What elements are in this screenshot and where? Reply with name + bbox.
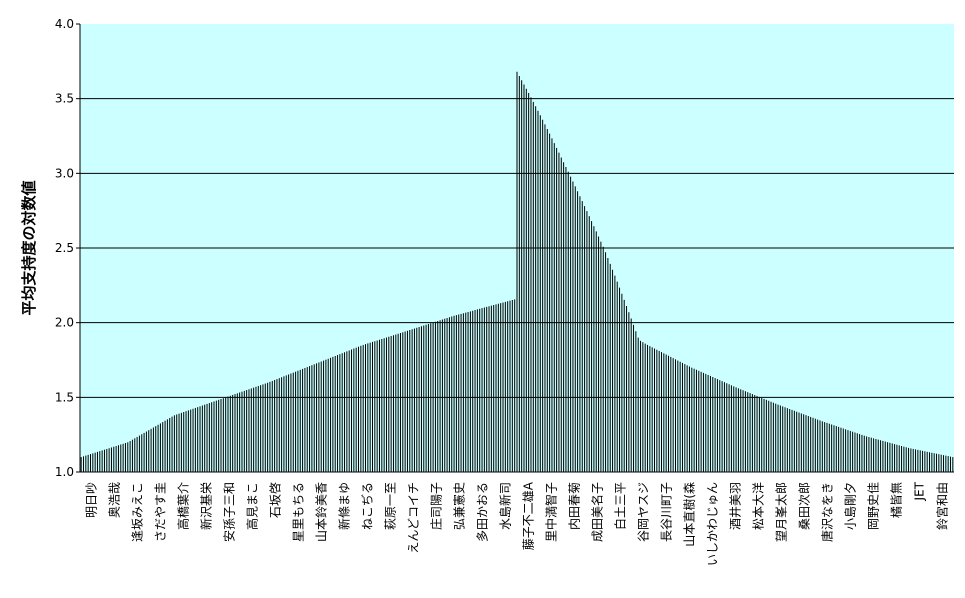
x-tick-label: 萩原一至 [384,482,398,530]
x-tick-label: 白土三平 [613,482,628,530]
x-tick-label: 望月峯太郎 [774,482,789,542]
x-tick-label: いしかわじゅん [706,482,720,566]
x-tick-label: 高見まこ [245,482,260,530]
x-tick-label: 唐沢なをき [820,482,835,542]
x-tick-label: 奥浩哉 [107,482,122,518]
x-tick-label: 谷岡ヤスジ [637,482,651,542]
x-tick-label: JET [913,481,927,501]
y-tick-label: 4.0 [55,17,74,31]
x-tick-label: 安孫子三和 [222,482,237,542]
y-axis-label: 平均支持度の対数値 [20,180,38,315]
x-tick-label: 星里もちる [292,482,306,542]
x-tick-label: 新沢基栄 [199,482,214,530]
y-tick-label: 3.0 [55,166,74,180]
x-tick-label: 新條まゆ [337,482,352,530]
y-tick-label: 2.0 [55,316,74,330]
x-tick-label: 石坂啓 [268,482,283,518]
x-tick-label: 桑田次郎 [798,482,812,530]
x-tick-label: 明日吵 [85,482,99,518]
x-tick-label: 岡野史佳 [867,482,881,530]
x-tick-labels: 明日吵 奥浩哉 逢坂みえこ さだやす圭 高橋葉介 新沢基栄 安孫子三和 高見まこ 石坂啓 星里もち… [85,481,950,566]
bars [80,71,954,472]
x-tick-label: 庄司陽子 [429,482,444,530]
x-tick-label: さだやす圭 [154,482,168,542]
x-tick-label: 成田美名子 [590,482,605,542]
x-tick-label: 橘皆無 [889,482,904,518]
x-tick-label: 長谷川町子 [660,482,674,542]
x-tick-label: 松本大洋 [751,482,766,530]
y-tick-label: 1.0 [55,465,74,479]
x-tick-label: 多田かおる [476,482,490,542]
x-tick-label: 高橋葉介 [176,482,191,530]
x-tick-label: 山本直樹(森 [682,482,697,547]
x-tick-label: 弘兼憲史 [452,482,467,530]
y-tick-labels: 1.0 1.5 2.0 2.5 3.0 3.5 4.0 [55,17,80,479]
x-tick-label: 里中満智子 [544,482,559,542]
x-tick-label: ねこぢる [360,482,375,530]
x-tick-label: 水島新司 [498,482,513,530]
x-tick-label: 逢坂みえこ [131,482,145,542]
y-tick-label: 3.5 [55,92,74,106]
x-tick-label: 山本鈴美香 [314,482,329,542]
x-tick-label: 小島剛夕 [843,482,858,530]
x-tick-label: 鈴宮和由 [935,482,950,530]
x-tick-label: 藤子不二雄A [521,481,536,550]
x-tick-label: 酒井美羽 [729,482,743,530]
y-tick-label: 2.5 [55,241,74,255]
x-tick-label: 内田春菊 [568,482,582,530]
x-tick-label: えんどコイチ [407,482,421,554]
y-tick-label: 1.5 [55,390,74,404]
